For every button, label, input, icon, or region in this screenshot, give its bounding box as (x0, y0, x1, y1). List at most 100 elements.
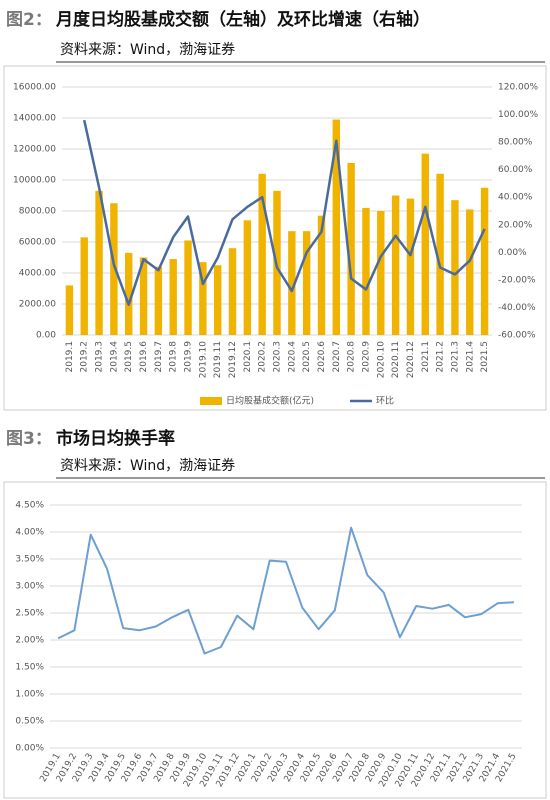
y2-tick-label: -60.00% (498, 331, 536, 341)
y2-tick-label: -20.00% (498, 275, 536, 285)
y-tick-label: 4.00% (15, 528, 44, 538)
bar (302, 231, 311, 335)
bar (65, 285, 74, 335)
y2-tick-label: 120.00% (498, 83, 538, 93)
bar (154, 266, 163, 335)
x-tick-label: 2020.9 (361, 341, 371, 373)
line (57, 526, 514, 655)
x-tick-label: 2021.4 (465, 341, 475, 373)
bar (228, 248, 237, 335)
chart-source: 资料来源：Wind，渤海证券 (60, 458, 235, 474)
x-tick-label: 2020.5 (302, 341, 312, 373)
y-tick-label: 2.50% (15, 609, 44, 619)
bar (199, 262, 207, 335)
bar (332, 119, 341, 335)
figure-label: 图3： (6, 429, 52, 449)
x-tick-label: 2019.6 (139, 341, 149, 373)
x-tick-label: 2020.8 (347, 341, 357, 373)
y-tick-label: 0.50% (15, 717, 44, 727)
x-tick-label: 2020.3 (273, 341, 283, 373)
y-tick-label: 1.00% (15, 690, 44, 700)
x-tick-label: 2020.6 (317, 341, 327, 373)
bar (317, 215, 326, 335)
x-tick-label: 2019.10 (198, 341, 208, 378)
x-tick-label: 2019.5 (124, 341, 134, 373)
bar (406, 198, 415, 335)
y2-tick-label: -40.00% (498, 303, 536, 313)
y2-tick-label: 0.00% (498, 248, 527, 258)
bar (288, 231, 296, 335)
x-tick-label: 2020.11 (391, 341, 401, 378)
chart-frame (3, 481, 547, 799)
bar (362, 207, 370, 335)
x-tick-label: 2021.5 (480, 341, 490, 373)
legend-label: 日均股基成交额(亿元) (226, 395, 314, 407)
y2-tick-label: 40.00% (498, 193, 533, 203)
legend-swatch (200, 397, 222, 405)
x-tick-label: 2020.1 (243, 341, 253, 373)
y-tick-label: 4000.00 (19, 269, 56, 279)
y-tick-label: 0.00% (15, 744, 44, 754)
y2-tick-label: 100.00% (498, 110, 538, 120)
bar (139, 257, 148, 335)
y-tick-label: 0.00 (36, 331, 56, 341)
bar (125, 252, 133, 335)
y-tick-label: 16000.00 (13, 83, 56, 93)
x-tick-label: 2020.2 (258, 341, 268, 373)
line (82, 119, 486, 306)
bar (258, 173, 266, 335)
legend-label: 环比 (376, 395, 394, 407)
bar (466, 209, 474, 335)
y-tick-label: 4.50% (15, 501, 44, 511)
bar (213, 265, 222, 335)
x-tick-label: 2020.10 (376, 341, 386, 378)
bar (436, 173, 444, 335)
x-tick-label: 2021.2 (436, 341, 446, 373)
y-tick-label: 2000.00 (19, 300, 56, 310)
y-tick-label: 10000.00 (13, 176, 56, 186)
x-tick-label: 2019.7 (154, 341, 164, 373)
x-tick-label: 2020.7 (332, 341, 342, 373)
bar (80, 237, 88, 335)
bar (243, 220, 252, 335)
x-tick-label: 2019.1 (65, 341, 75, 373)
bar (95, 190, 103, 335)
y-tick-label: 3.50% (15, 555, 44, 565)
x-tick-label: 2020.12 (406, 341, 416, 378)
y2-tick-label: 20.00% (498, 220, 533, 230)
chart-title: 市场日均换手率 (56, 428, 175, 449)
y-tick-label: 3.00% (15, 582, 44, 592)
figure-label: 图2： (6, 10, 52, 30)
y-tick-label: 8000.00 (19, 207, 56, 217)
bar (391, 195, 400, 335)
y2-tick-label: 80.00% (498, 138, 533, 148)
bar (421, 153, 429, 335)
x-tick-label: 2019.9 (184, 341, 194, 373)
bar (377, 211, 385, 335)
x-tick-label: 2019.3 (95, 341, 105, 373)
bar (169, 259, 177, 335)
chart-frame (3, 65, 547, 411)
x-tick-label: 2020.4 (287, 341, 297, 373)
y2-tick-label: 60.00% (498, 165, 533, 175)
x-tick-label: 2019.4 (109, 341, 119, 373)
bar (480, 187, 489, 335)
bar (347, 162, 355, 335)
x-tick-label: 2019.2 (80, 341, 90, 373)
bar (451, 200, 459, 335)
y-tick-label: 6000.00 (19, 238, 56, 248)
bar (184, 240, 192, 335)
bar (110, 203, 118, 335)
x-tick-label: 2019.11 (213, 341, 223, 378)
x-tick-label: 2021.3 (450, 341, 460, 373)
y-tick-label: 14000.00 (13, 114, 56, 124)
x-tick-label: 2021.1 (421, 341, 431, 373)
chart-source: 资料来源：Wind，渤海证券 (60, 42, 235, 58)
x-tick-label: 2019.8 (169, 341, 179, 373)
chart-title: 月度日均股基成交额（左轴）及环比增速（右轴） (55, 9, 430, 30)
y-tick-label: 2.00% (15, 636, 44, 646)
y-tick-label: 12000.00 (13, 145, 56, 155)
x-tick-label: 2019.12 (228, 341, 238, 378)
y-tick-label: 1.50% (15, 663, 44, 673)
